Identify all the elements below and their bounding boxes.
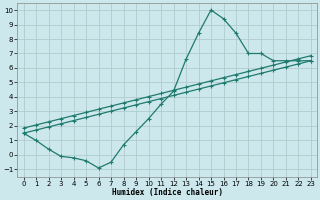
X-axis label: Humidex (Indice chaleur): Humidex (Indice chaleur) <box>112 188 223 197</box>
